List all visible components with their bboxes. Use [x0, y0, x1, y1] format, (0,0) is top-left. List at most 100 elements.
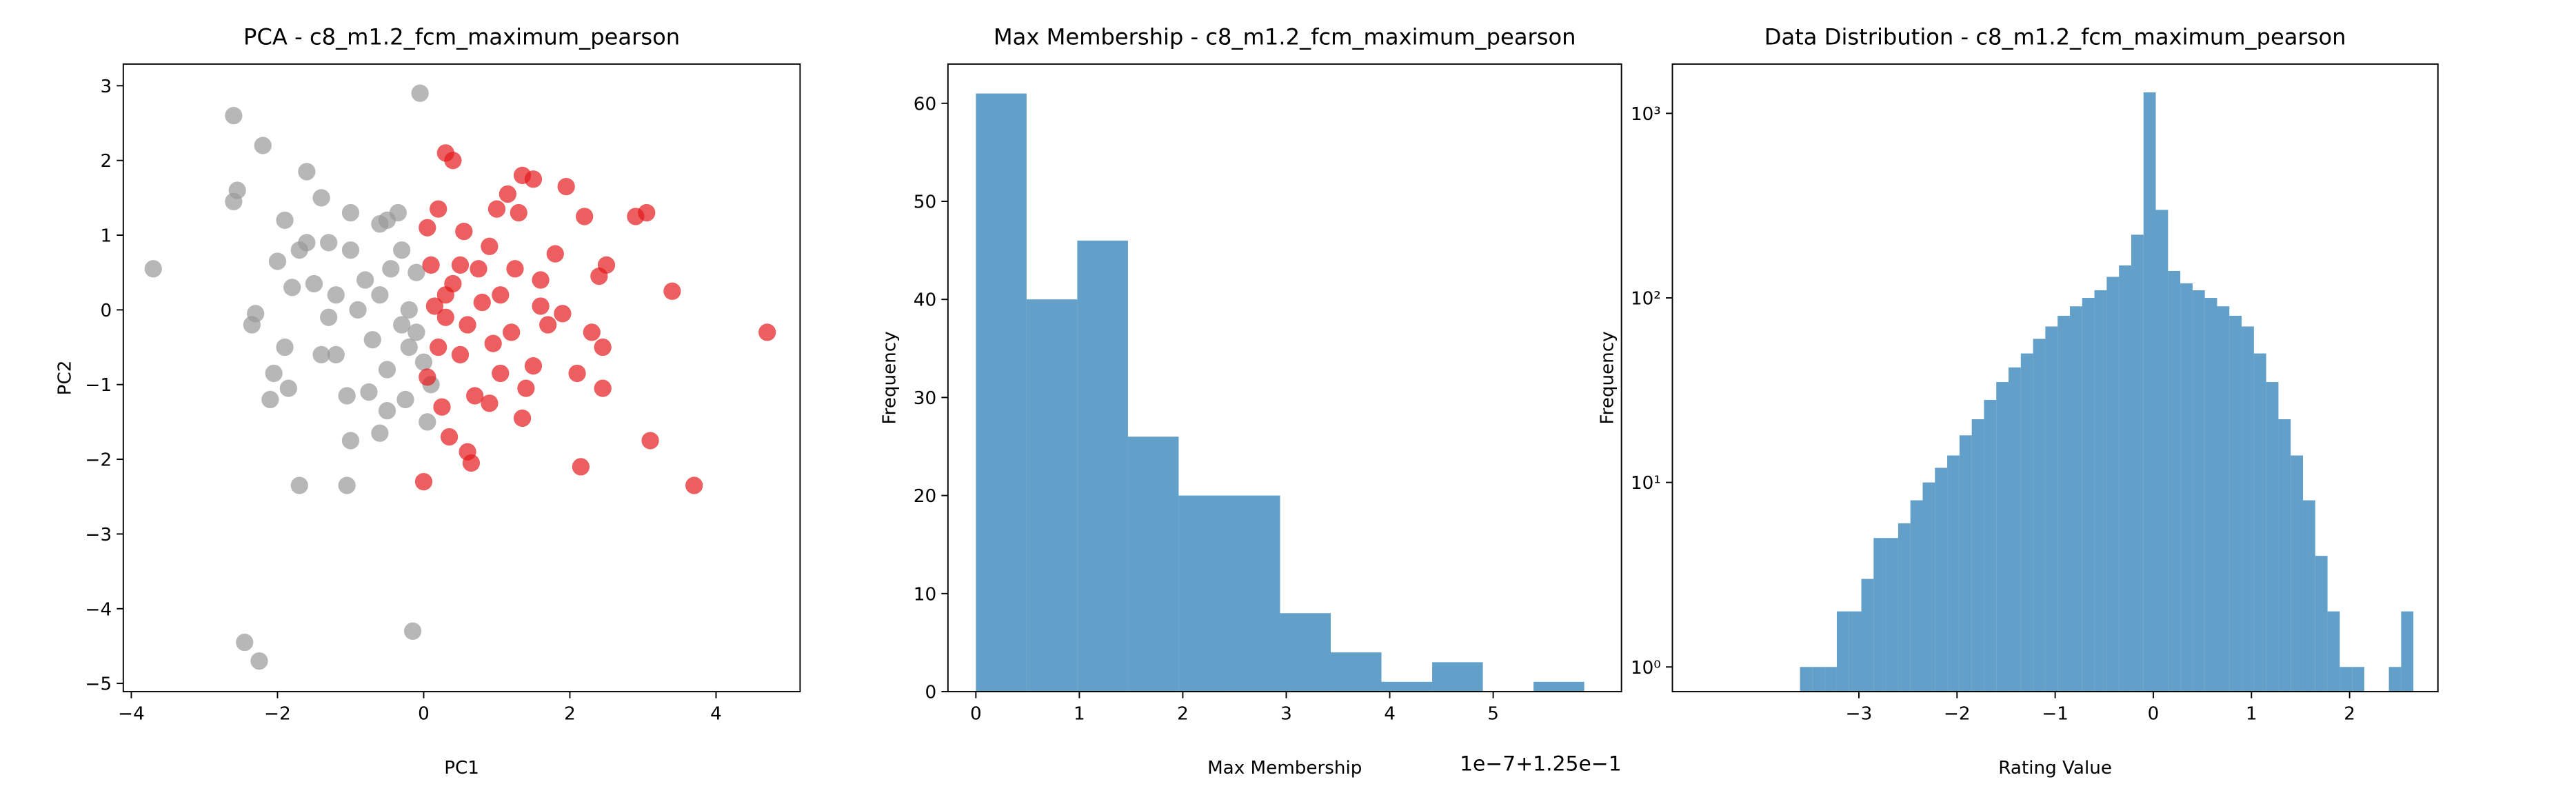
point: [532, 271, 550, 289]
bar: [2266, 382, 2279, 692]
bar: [2143, 92, 2156, 692]
point: [341, 203, 360, 222]
point: [414, 472, 433, 491]
point: [510, 203, 527, 222]
x-tick-label: 1: [1074, 704, 1085, 725]
point: [378, 361, 396, 379]
bar: [2278, 419, 2291, 692]
point: [265, 364, 283, 383]
y-tick-label: 30: [914, 388, 936, 409]
point: [499, 185, 517, 203]
point: [389, 203, 407, 222]
bar: [2315, 556, 2328, 692]
chart-title: PCA - c8_m1.2_fcm_maximum_pearson: [243, 23, 680, 50]
point: [568, 364, 586, 383]
axis-offset-label: 1e−7+1.25e−1: [1460, 752, 1622, 776]
y-axis-label: Frequency: [1598, 331, 1618, 424]
point: [524, 357, 543, 375]
point: [396, 390, 414, 409]
point: [298, 163, 316, 181]
point: [576, 208, 594, 225]
bar: [1873, 538, 1886, 692]
point: [250, 652, 268, 670]
y-axis-label: PC2: [55, 361, 76, 396]
bar: [976, 93, 1027, 692]
point: [363, 331, 381, 349]
bar: [2204, 298, 2217, 692]
point: [487, 200, 506, 218]
x-tick-label: 4: [1384, 704, 1396, 725]
bar: [1849, 611, 1862, 692]
y-axis-label: Frequency: [880, 331, 900, 424]
x-axis-label: Max Membership: [1207, 758, 1362, 778]
x-tick-label: 0: [418, 704, 430, 725]
bar: [1800, 667, 1813, 692]
point: [444, 274, 462, 293]
y-tick-label: 0: [925, 683, 936, 703]
y-tick-label: 10³: [1631, 104, 1661, 125]
x-tick-label: −3: [1846, 704, 1873, 725]
point: [492, 364, 510, 383]
point: [539, 316, 557, 334]
point: [305, 274, 323, 293]
y-tick-label: −2: [85, 450, 112, 471]
bar: [1898, 523, 1911, 692]
point: [327, 286, 345, 304]
point: [225, 107, 243, 125]
point: [419, 368, 436, 386]
bar: [2082, 298, 2095, 692]
point: [627, 208, 645, 225]
y-tick-label: 10¹: [1631, 473, 1661, 494]
point: [513, 166, 532, 184]
bar: [2217, 306, 2230, 692]
point: [419, 413, 436, 431]
point: [411, 84, 429, 102]
y-tick-label: 1: [100, 226, 112, 247]
point: [290, 241, 308, 259]
point: [356, 271, 374, 289]
point: [466, 387, 484, 405]
point: [236, 633, 254, 652]
point: [422, 256, 440, 274]
y-tick-label: 10²: [1631, 289, 1661, 310]
y-tick-label: 10: [914, 584, 936, 605]
y-tick-label: 10⁰: [1631, 658, 1661, 679]
axes-frame: [122, 63, 801, 692]
bar: [1836, 611, 1849, 692]
point: [513, 409, 532, 428]
point: [455, 222, 473, 241]
x-tick-label: −2: [1944, 704, 1971, 725]
point: [320, 308, 338, 326]
y-tick-label: −5: [85, 674, 112, 695]
bar: [1861, 579, 1874, 692]
bar: [2033, 339, 2046, 692]
bar: [2106, 277, 2120, 692]
bar: [2388, 667, 2402, 692]
point: [290, 476, 308, 494]
point: [338, 387, 356, 405]
point: [279, 379, 297, 397]
x-tick-label: 1: [2246, 704, 2257, 725]
point: [440, 428, 459, 446]
bar: [1886, 538, 1898, 692]
bar: [2168, 270, 2181, 692]
bar: [2303, 500, 2315, 692]
bar: [1996, 382, 2009, 692]
y-tick-label: 0: [100, 301, 112, 321]
x-tick-label: 2: [1177, 704, 1189, 725]
x-tick-label: 0: [2148, 704, 2160, 725]
point: [382, 260, 400, 278]
bar: [1824, 667, 1837, 692]
point: [393, 316, 411, 334]
bar: [1432, 662, 1483, 692]
x-tick-label: 5: [1487, 704, 1499, 725]
point: [320, 234, 338, 252]
y-tick-label: 40: [914, 290, 936, 311]
bar: [1127, 436, 1179, 692]
bar: [1533, 681, 1584, 692]
point: [407, 263, 425, 281]
point: [283, 279, 301, 297]
point: [685, 476, 703, 494]
point: [312, 345, 330, 364]
y-tick-label: −4: [85, 599, 112, 620]
